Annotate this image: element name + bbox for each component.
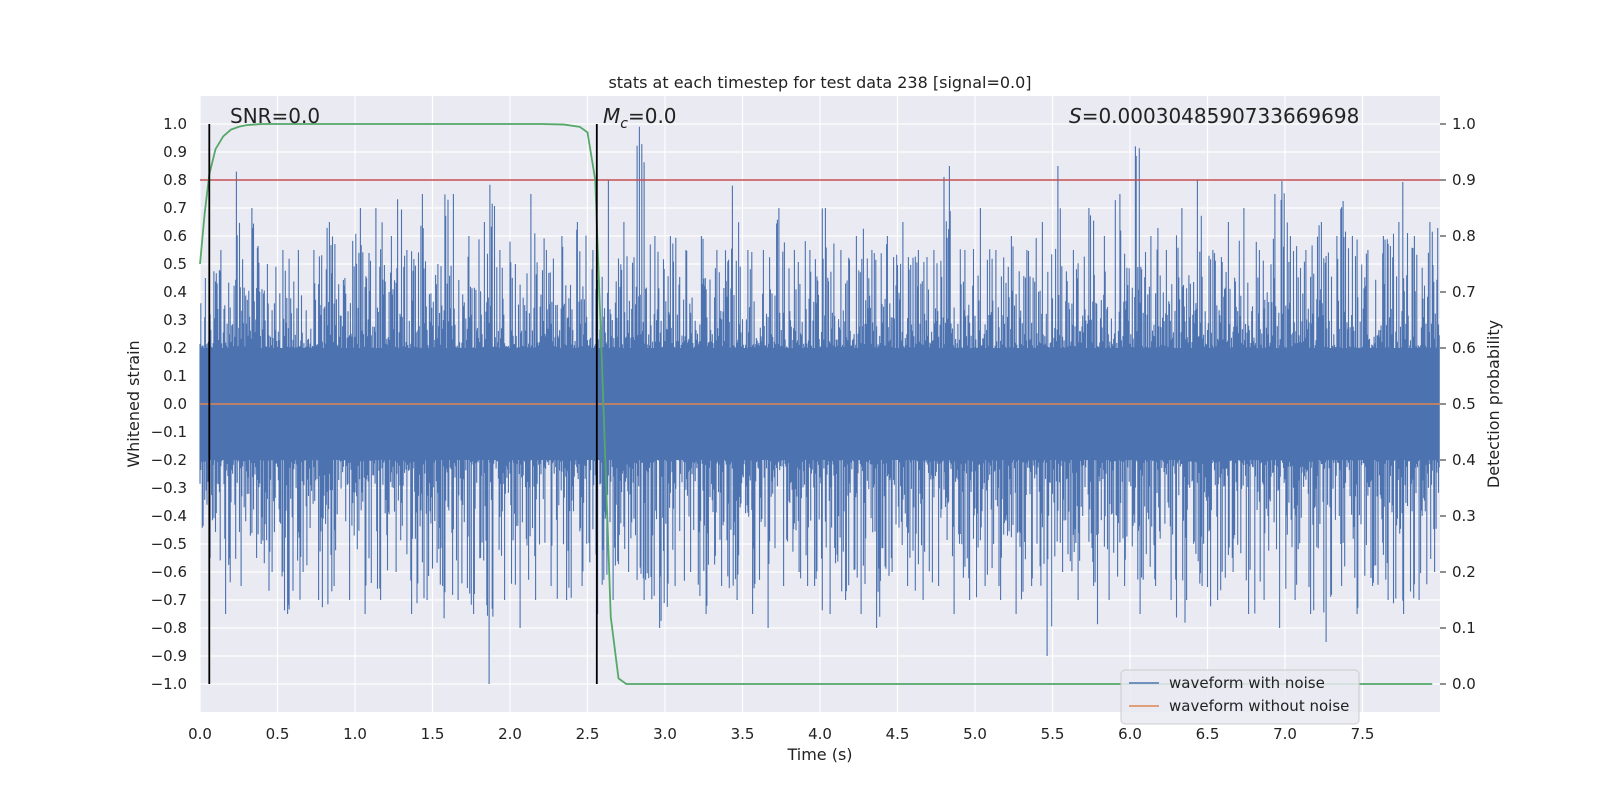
y-tick-label: −0.7	[151, 591, 187, 609]
x-tick-label: 3.5	[731, 725, 755, 743]
y2-tick-label: 0.1	[1452, 619, 1476, 637]
x-tick-label: 6.0	[1118, 725, 1142, 743]
y-tick-label: 0.7	[163, 199, 187, 217]
y-tick-label: 0.8	[163, 171, 187, 189]
y2-axis-label: Detection probability	[1484, 320, 1503, 488]
chart-title: stats at each timestep for test data 238…	[608, 73, 1031, 92]
y2-tick-label: 0.0	[1452, 675, 1476, 693]
x-tick-label: 1.0	[343, 725, 367, 743]
x-tick-label: 7.0	[1273, 725, 1297, 743]
y-axis-ticks: 1.0 0.9 0.8 0.7 0.6 0.5 0.4 0.3 0.2 0.1 0.0 −0.1 −0.…	[151, 115, 187, 693]
x-tick-label: 1.5	[421, 725, 445, 743]
x-tick-label: 0.5	[266, 725, 290, 743]
chirp-mass-annotation: Mc=0.0	[603, 104, 677, 132]
y-tick-label: 0.9	[163, 143, 187, 161]
x-tick-label: 6.5	[1196, 725, 1220, 743]
y-tick-label: 0.2	[163, 339, 187, 357]
x-tick-label: 0.0	[188, 725, 212, 743]
y-tick-label: 0.0	[163, 395, 187, 413]
y-tick-label: −0.4	[151, 507, 187, 525]
legend: waveform with noise waveform without noi…	[1120, 669, 1360, 725]
legend-box	[1120, 669, 1360, 725]
y2-tick-label: 0.3	[1452, 507, 1476, 525]
y2-axis-ticks: 1.0 0.9 0.8 0.7 0.6 0.5 0.4 0.3 0.2 0.1 0.0	[1440, 115, 1476, 693]
y-tick-label: 0.3	[163, 311, 187, 329]
y-tick-label: −0.1	[151, 423, 187, 441]
y2-tick-label: 0.6	[1452, 339, 1476, 357]
y-tick-label: 0.1	[163, 367, 187, 385]
x-tick-label: 7.5	[1351, 725, 1375, 743]
detection-probability-line	[199, 123, 1433, 685]
y2-tick-label: 0.8	[1452, 227, 1476, 245]
y-tick-label: −0.5	[151, 535, 187, 553]
y2-tick-label: 1.0	[1452, 115, 1476, 133]
x-tick-label: 5.0	[963, 725, 987, 743]
y2-tick-label: 0.7	[1452, 283, 1476, 301]
y-tick-label: −0.6	[151, 563, 187, 581]
y2-tick-label: 0.5	[1452, 395, 1476, 413]
legend-label-clean: waveform without noise	[1169, 697, 1349, 715]
y-tick-label: −0.8	[151, 619, 187, 637]
y-axis-label: Whitened strain	[124, 340, 143, 467]
y-tick-label: 0.4	[163, 283, 187, 301]
series-lines	[199, 123, 1440, 685]
y2-tick-label: 0.2	[1452, 563, 1476, 581]
event-markers	[208, 124, 598, 684]
y-tick-label: −0.3	[151, 479, 187, 497]
y-tick-label: −1.0	[151, 675, 187, 693]
x-tick-label: 3.0	[653, 725, 677, 743]
y-tick-label: 1.0	[163, 115, 187, 133]
x-axis-label: Time (s)	[786, 745, 852, 764]
x-axis-ticks: 0.0 0.5 1.0 1.5 2.0 2.5 3.0 3.5 4.0 4.5 5.0 5.5 6.0 6…	[188, 725, 1374, 743]
s-annotation: S=0.0003048590733669698	[1069, 104, 1359, 128]
x-tick-label: 2.0	[498, 725, 522, 743]
legend-label-noise: waveform with noise	[1169, 674, 1325, 692]
x-tick-label: 4.0	[808, 725, 832, 743]
y2-tick-label: 0.9	[1452, 171, 1476, 189]
y-tick-label: −0.9	[151, 647, 187, 665]
y-tick-label: −0.2	[151, 451, 187, 469]
y-tick-label: 0.5	[163, 255, 187, 273]
x-tick-label: 2.5	[576, 725, 600, 743]
y2-tick-label: 0.4	[1452, 451, 1476, 469]
x-tick-label: 4.5	[886, 725, 910, 743]
y-tick-label: 0.6	[163, 227, 187, 245]
x-tick-label: 5.5	[1041, 725, 1065, 743]
snr-annotation: SNR=0.0	[230, 104, 320, 128]
